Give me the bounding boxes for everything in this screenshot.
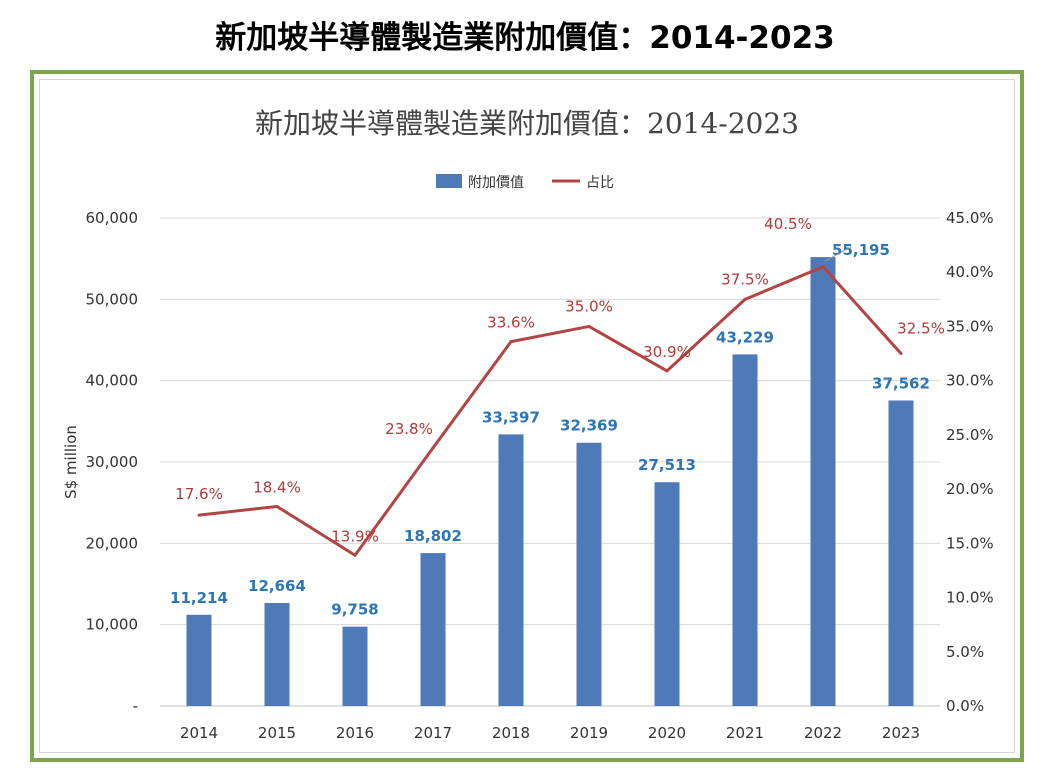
y2-tick-label: 40.0% (946, 263, 994, 281)
line-data-label: 18.4% (253, 478, 301, 496)
line-data-label: 17.6% (175, 485, 223, 503)
y-tick-label: 20,000 (86, 534, 139, 552)
line-data-label: 37.5% (721, 270, 769, 288)
bar (576, 442, 602, 706)
y2-tick-label: 20.0% (946, 480, 994, 498)
y2-tick-label: 25.0% (946, 426, 994, 444)
bar-data-label: 32,369 (560, 417, 618, 435)
x-tick-label: 2014 (180, 724, 218, 742)
y-tick-label: 60,000 (86, 209, 139, 227)
y2-tick-label: 10.0% (946, 589, 994, 607)
x-tick-label: 2019 (570, 724, 608, 742)
legend: 附加價值 占比 (436, 174, 614, 191)
share-point (821, 265, 825, 269)
y2-tick-label: 5.0% (946, 643, 984, 661)
share-point (743, 297, 747, 301)
x-tick-label: 2018 (492, 724, 530, 742)
x-tick-label: 2021 (726, 724, 764, 742)
y2-tick-label: 15.0% (946, 534, 994, 552)
chart-frame-inner (39, 79, 1015, 753)
line-data-label: 30.9% (643, 343, 691, 361)
share-point (899, 352, 903, 356)
leader-line (824, 246, 852, 262)
x-tick-label: 2023 (882, 724, 920, 742)
chart-title: 新加坡半導體製造業附加價值：2014-2023 (255, 107, 799, 140)
bar (342, 626, 368, 706)
line-data-label: 32.5% (897, 320, 945, 338)
bar-data-label: 9,758 (331, 601, 378, 619)
x-tick-label: 2020 (648, 724, 686, 742)
bar-data-label: 12,664 (248, 577, 306, 595)
y2-tick-label: 45.0% (946, 209, 994, 227)
share-point (665, 369, 669, 373)
bar-data-label: 37,562 (872, 374, 930, 392)
line-data-label: 23.8% (385, 420, 433, 438)
bar (654, 482, 680, 706)
x-tick-label: 2016 (336, 724, 374, 742)
line-data-label: 13.9% (331, 527, 379, 545)
y-tick-label: 50,000 (86, 290, 139, 308)
legend-bar-swatch (436, 174, 462, 188)
legend-bar-label: 附加價值 (468, 174, 524, 191)
x-tick-label: 2015 (258, 724, 296, 742)
share-point (353, 553, 357, 557)
bar (888, 400, 914, 706)
share-point (275, 504, 279, 508)
y-tick-label: - (133, 697, 138, 715)
bar-data-label: 33,397 (482, 408, 540, 426)
bar-data-label: 27,513 (638, 456, 696, 474)
share-point (431, 446, 435, 450)
bar-data-label: 11,214 (170, 589, 228, 607)
bar (498, 434, 524, 706)
y2-tick-label: 30.0% (946, 372, 994, 390)
bar (264, 602, 290, 706)
share-point (509, 340, 513, 344)
bar-data-label: 55,195 (832, 241, 890, 259)
bar-data-label: 43,229 (716, 328, 774, 346)
y-tick-label: 10,000 (86, 616, 139, 634)
y-tick-label: 30,000 (86, 453, 139, 471)
bar-data-label: 18,802 (404, 527, 462, 545)
legend-line-label: 占比 (586, 175, 614, 191)
y-tick-label: 40,000 (86, 372, 139, 390)
bar (810, 257, 836, 706)
y2-tick-label: 35.0% (946, 317, 994, 335)
page-title: 新加坡半導體製造業附加價值：2014-2023 (215, 20, 835, 56)
bar (732, 354, 758, 706)
line-data-label: 40.5% (764, 215, 812, 233)
share-point (587, 324, 591, 328)
bar (186, 614, 212, 706)
y2-tick-label: 0.0% (946, 697, 984, 715)
x-tick-label: 2017 (414, 724, 452, 742)
share-line (198, 265, 903, 557)
y-axis-label: S$ million (62, 425, 80, 499)
bar (420, 553, 446, 706)
line-data-label: 33.6% (487, 314, 535, 332)
share-point (197, 513, 201, 517)
x-tick-label: 2022 (804, 724, 842, 742)
line-data-label: 35.0% (565, 297, 613, 315)
